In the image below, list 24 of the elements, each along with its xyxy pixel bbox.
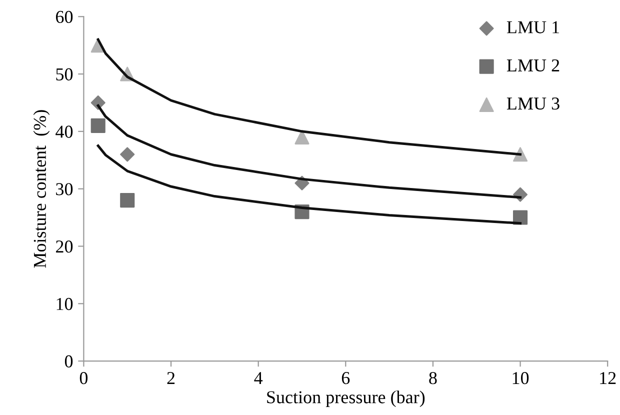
x-tick-label: 2 — [167, 372, 175, 384]
legend-label: LMU 1 — [506, 21, 560, 34]
x-tick-label: 0 — [80, 372, 88, 384]
y-tick-label: 50 — [56, 68, 73, 80]
y-tick-label: 20 — [56, 240, 73, 253]
x-tick-label: 10 — [512, 372, 529, 384]
x-tick-label: 6 — [342, 372, 350, 384]
y-tick-label: 60 — [56, 10, 73, 24]
legend-label: LMU 2 — [506, 59, 560, 72]
point — [120, 193, 135, 208]
y-tick-label: 40 — [56, 126, 73, 138]
point — [90, 118, 106, 133]
point — [120, 147, 135, 162]
y-tick-label: 10 — [56, 298, 73, 310]
y-tick-label: 30 — [56, 183, 73, 196]
x-tick-label: 12 — [600, 372, 616, 384]
x-tick-label: 4 — [254, 372, 263, 384]
point — [513, 210, 528, 225]
y-tick-label: 0 — [64, 355, 73, 368]
y-axis-title: Moisture content (%) — [33, 110, 50, 268]
point — [294, 130, 310, 144]
x-axis-title: Suction pressure (bar) — [267, 390, 425, 407]
legend-label: LMU 3 — [506, 98, 560, 110]
x-tick-label: 8 — [429, 372, 437, 384]
